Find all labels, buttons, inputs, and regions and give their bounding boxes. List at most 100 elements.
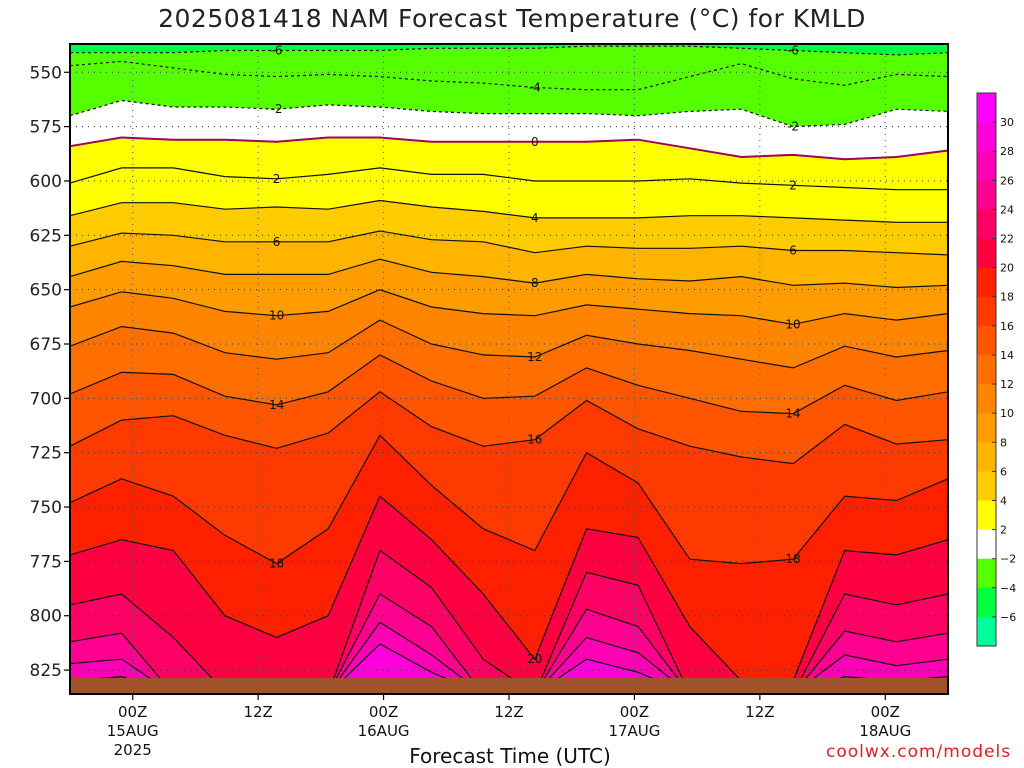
contour-line xyxy=(69,199,948,223)
colorbar-label: −2 xyxy=(1000,553,1016,566)
colorbar-label: 26 xyxy=(1000,174,1014,187)
x-tick-year: 2025 xyxy=(114,741,152,759)
contour-line xyxy=(69,136,949,161)
band-fill xyxy=(70,320,948,414)
colorbar-swatch xyxy=(977,354,996,385)
band-fill xyxy=(70,496,948,694)
axes: 55057560062565067570072575077580082500Z1… xyxy=(30,43,949,759)
colorbar-swatch xyxy=(977,325,996,356)
band-fill xyxy=(70,100,948,160)
y-tick-label: 650 xyxy=(30,281,62,301)
contour-label: 16 xyxy=(527,433,542,447)
chart-title: 2025081418 NAM Forecast Temperature (°C)… xyxy=(158,4,866,33)
x-axis-label: Forecast Time (UTC) xyxy=(409,744,611,768)
x-tick-date: 17AUG xyxy=(608,722,660,740)
y-tick-label: 675 xyxy=(30,335,62,355)
contour-label: 0 xyxy=(531,135,539,149)
contour-label: -2 xyxy=(271,102,283,116)
band-fill xyxy=(70,354,948,464)
contour-label: 10 xyxy=(785,317,800,331)
contour-label: -6 xyxy=(787,44,799,58)
colorbar-swatch xyxy=(977,558,996,589)
contour-line xyxy=(69,289,949,326)
y-tick-label: 625 xyxy=(30,226,62,246)
y-tick-label: 600 xyxy=(30,172,62,192)
y-tick-label: 700 xyxy=(30,389,62,409)
colorbar-swatch xyxy=(977,529,996,560)
colorbar-swatch xyxy=(977,413,996,443)
contour-label: 6 xyxy=(273,235,281,249)
colorbar-label: 24 xyxy=(1000,203,1014,216)
colorbar-label: 30 xyxy=(1000,116,1014,129)
colorbar-swatch xyxy=(977,122,996,152)
band-fill xyxy=(70,137,948,190)
colorbar-swatch xyxy=(977,238,996,269)
contour-label: 2 xyxy=(273,172,281,186)
contour-line xyxy=(70,45,949,56)
colorbar-label: 2 xyxy=(1000,524,1007,537)
x-tick-label: 00Z xyxy=(620,703,649,721)
contour-label: 8 xyxy=(531,276,539,290)
contour-label: 4 xyxy=(531,211,539,225)
contour-line xyxy=(69,230,949,256)
y-tick-label: 775 xyxy=(30,552,62,572)
contour-line xyxy=(69,258,949,289)
contour-label: 10 xyxy=(269,309,284,323)
contour-line xyxy=(69,391,949,465)
colorbar-swatch xyxy=(977,296,996,327)
y-tick-label: 575 xyxy=(30,118,62,138)
contour-label: 2 xyxy=(789,178,797,192)
y-tick-label: 725 xyxy=(30,444,62,464)
colorbar-swatch xyxy=(977,500,996,531)
band-fill xyxy=(70,44,948,55)
x-tick-label: 12Z xyxy=(243,703,272,721)
band-fill xyxy=(70,46,948,90)
x-tick-label: 12Z xyxy=(745,703,774,721)
y-tick-label: 550 xyxy=(30,63,62,83)
colorbar-label: 16 xyxy=(1000,320,1014,333)
contour-label: -2 xyxy=(787,120,799,134)
colorbar-swatch xyxy=(977,267,996,298)
contour-line xyxy=(69,434,949,565)
x-tick-label: 00Z xyxy=(118,703,147,721)
contour-line xyxy=(69,167,948,191)
contour-label: -4 xyxy=(529,80,541,94)
colorbar-swatch xyxy=(977,93,996,123)
colorbar-label: 18 xyxy=(1000,291,1014,304)
colorbar-label: −4 xyxy=(1000,582,1016,595)
band-fill xyxy=(70,167,948,223)
x-tick-date: 16AUG xyxy=(358,722,410,740)
colorbar-swatch xyxy=(977,384,996,414)
contour-label: 20 xyxy=(527,652,542,666)
contour-label: 12 xyxy=(527,350,542,364)
colorbar-label: 12 xyxy=(1000,378,1014,391)
colorbar-label: 20 xyxy=(1000,262,1014,275)
band-fill xyxy=(70,391,948,564)
contour-label: 18 xyxy=(785,552,800,566)
colorbar-frame xyxy=(976,92,997,647)
y-tick-label: 750 xyxy=(30,498,62,518)
contour-label: -6 xyxy=(271,44,283,58)
colorbar-swatch xyxy=(977,180,996,210)
colorbar-swatch xyxy=(977,616,996,647)
source-credit: coolwx.com/models xyxy=(826,742,1012,762)
band-fill xyxy=(70,435,948,681)
contour-label: 6 xyxy=(789,244,797,258)
colorbar-swatch xyxy=(977,151,996,181)
x-tick-label: 00Z xyxy=(369,703,398,721)
colorbar-label: 14 xyxy=(1000,349,1014,362)
band-fill xyxy=(70,61,948,127)
colorbar-label: 8 xyxy=(1000,436,1007,449)
colorbar: 30 28 26 24 22 20 18 16 14 12 10 8 6 4 2 −2 −4 −6 xyxy=(976,92,1016,647)
colorbar-swatch xyxy=(977,209,996,240)
contour-line xyxy=(69,354,949,415)
x-tick-date: 18AUG xyxy=(859,722,911,740)
colorbar-swatch xyxy=(977,442,996,472)
y-tick-label: 800 xyxy=(30,607,62,627)
colorbar-label: 6 xyxy=(1000,465,1007,478)
contour-line xyxy=(69,319,949,369)
contour-label: 18 xyxy=(269,557,284,571)
band-fill xyxy=(70,259,948,325)
band-fill xyxy=(70,289,948,368)
